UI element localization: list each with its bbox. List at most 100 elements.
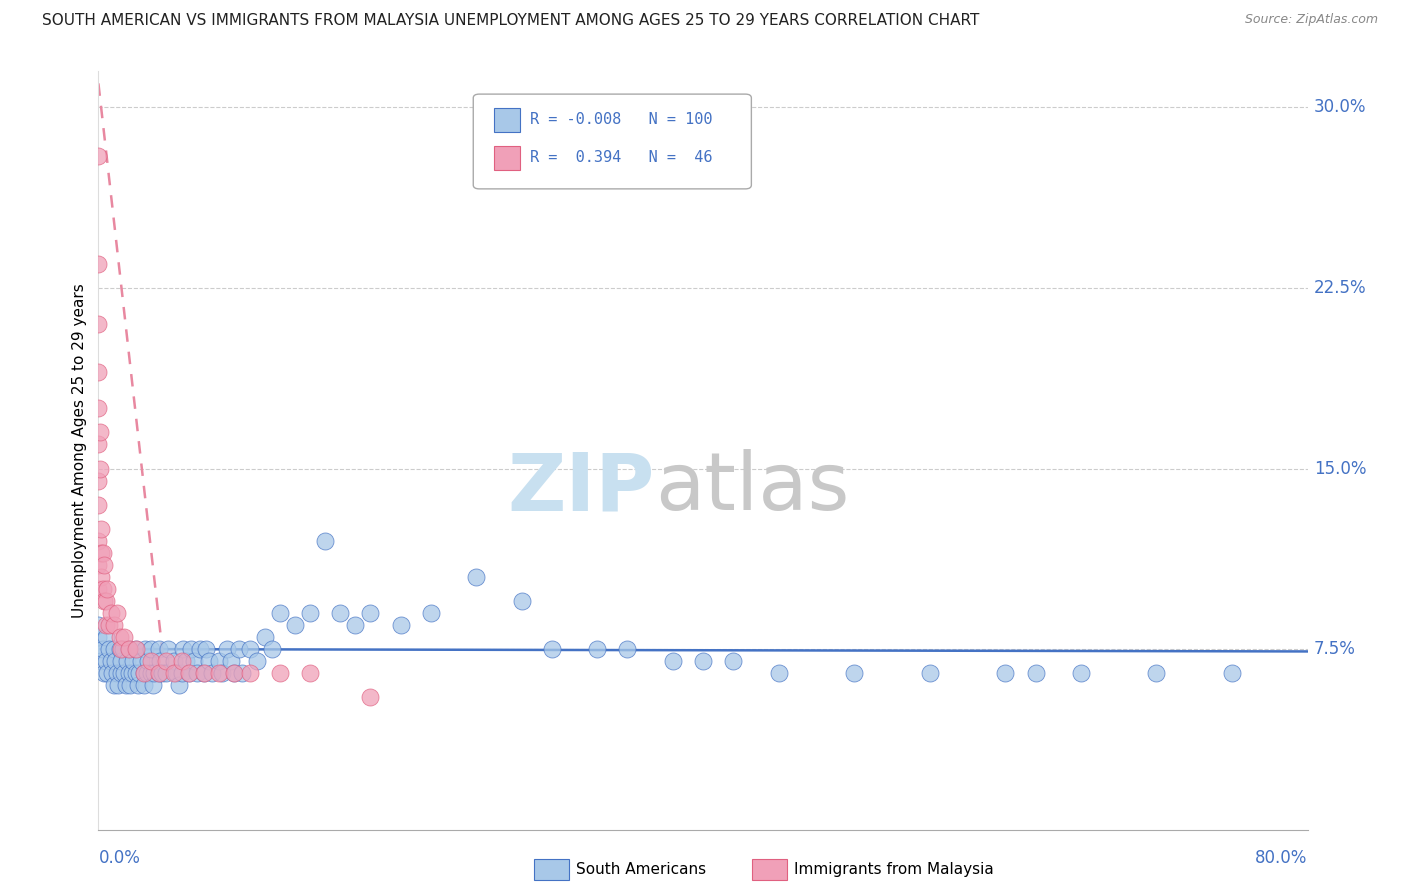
Text: SOUTH AMERICAN VS IMMIGRANTS FROM MALAYSIA UNEMPLOYMENT AMONG AGES 25 TO 29 YEAR: SOUTH AMERICAN VS IMMIGRANTS FROM MALAYS… — [42, 13, 980, 29]
Point — [108, 642, 131, 657]
Point — [134, 642, 156, 657]
Point — [93, 666, 115, 681]
Text: ZIP: ZIP — [508, 450, 655, 527]
Point — [87, 365, 110, 379]
Point — [132, 666, 155, 681]
Point — [224, 666, 246, 681]
Point — [89, 461, 111, 475]
Point — [142, 678, 165, 692]
Point — [215, 642, 238, 657]
Point — [110, 642, 132, 657]
Point — [93, 558, 115, 572]
Point — [201, 666, 224, 681]
Point — [125, 642, 148, 657]
Point — [110, 666, 132, 681]
Point — [100, 606, 122, 620]
Bar — [494, 145, 520, 170]
Point — [167, 678, 190, 692]
Point — [156, 642, 179, 657]
Point — [661, 654, 683, 668]
Point — [87, 558, 110, 572]
Point — [90, 522, 112, 536]
Point — [149, 654, 172, 668]
Point — [465, 570, 488, 584]
Point — [208, 666, 231, 681]
Point — [103, 642, 125, 657]
Point — [104, 654, 127, 668]
Text: Immigrants from Malaysia: Immigrants from Malaysia — [794, 863, 994, 877]
Point — [1070, 666, 1092, 681]
Point — [616, 642, 638, 657]
Point — [87, 498, 110, 512]
Text: 15.0%: 15.0% — [1313, 459, 1367, 477]
Text: atlas: atlas — [655, 450, 849, 527]
Point — [228, 642, 250, 657]
Point — [90, 546, 112, 560]
Point — [118, 666, 141, 681]
Point — [91, 642, 114, 657]
Point — [87, 533, 110, 548]
Point — [143, 666, 166, 681]
Point — [246, 654, 269, 668]
Point — [360, 606, 382, 620]
Point — [269, 606, 291, 620]
Point — [768, 666, 790, 681]
Point — [314, 533, 336, 548]
Point — [172, 642, 194, 657]
Point — [163, 654, 186, 668]
Point — [155, 666, 177, 681]
Point — [112, 666, 135, 681]
Point — [692, 654, 714, 668]
Bar — [494, 108, 520, 132]
Point — [179, 666, 201, 681]
Point — [141, 654, 163, 668]
Point — [284, 618, 307, 632]
Point — [94, 630, 117, 644]
Point — [100, 654, 122, 668]
Point — [269, 666, 291, 681]
Text: 22.5%: 22.5% — [1313, 279, 1367, 297]
Point — [107, 678, 129, 692]
Point — [105, 606, 128, 620]
Point — [110, 654, 132, 668]
Point — [723, 654, 745, 668]
Point — [170, 654, 193, 668]
Point — [87, 317, 110, 331]
Point — [174, 654, 197, 668]
Point — [87, 257, 110, 271]
Point — [125, 666, 148, 681]
Point — [132, 678, 155, 692]
Point — [148, 666, 170, 681]
Point — [389, 618, 412, 632]
Point — [197, 654, 219, 668]
Point — [128, 666, 150, 681]
Point — [510, 594, 533, 608]
Point — [180, 642, 202, 657]
Point — [208, 654, 231, 668]
Point — [193, 666, 215, 681]
Point — [165, 666, 187, 681]
Point — [120, 678, 142, 692]
Point — [239, 642, 262, 657]
Point — [344, 618, 367, 632]
Text: R =  0.394   N =  46: R = 0.394 N = 46 — [530, 150, 713, 164]
Text: 80.0%: 80.0% — [1256, 848, 1308, 866]
Text: 0.0%: 0.0% — [98, 848, 141, 866]
Point — [188, 642, 211, 657]
Point — [87, 148, 110, 162]
Point — [1024, 666, 1046, 681]
Point — [118, 642, 141, 657]
Point — [87, 474, 110, 488]
Point — [90, 654, 112, 668]
Text: 30.0%: 30.0% — [1313, 98, 1367, 117]
Point — [98, 618, 121, 632]
Point — [94, 594, 117, 608]
Point — [112, 630, 135, 644]
Point — [94, 618, 117, 632]
Point — [101, 666, 124, 681]
Point — [994, 666, 1017, 681]
Point — [186, 666, 208, 681]
Point — [89, 425, 111, 440]
Point — [129, 654, 152, 668]
Point — [918, 666, 941, 681]
